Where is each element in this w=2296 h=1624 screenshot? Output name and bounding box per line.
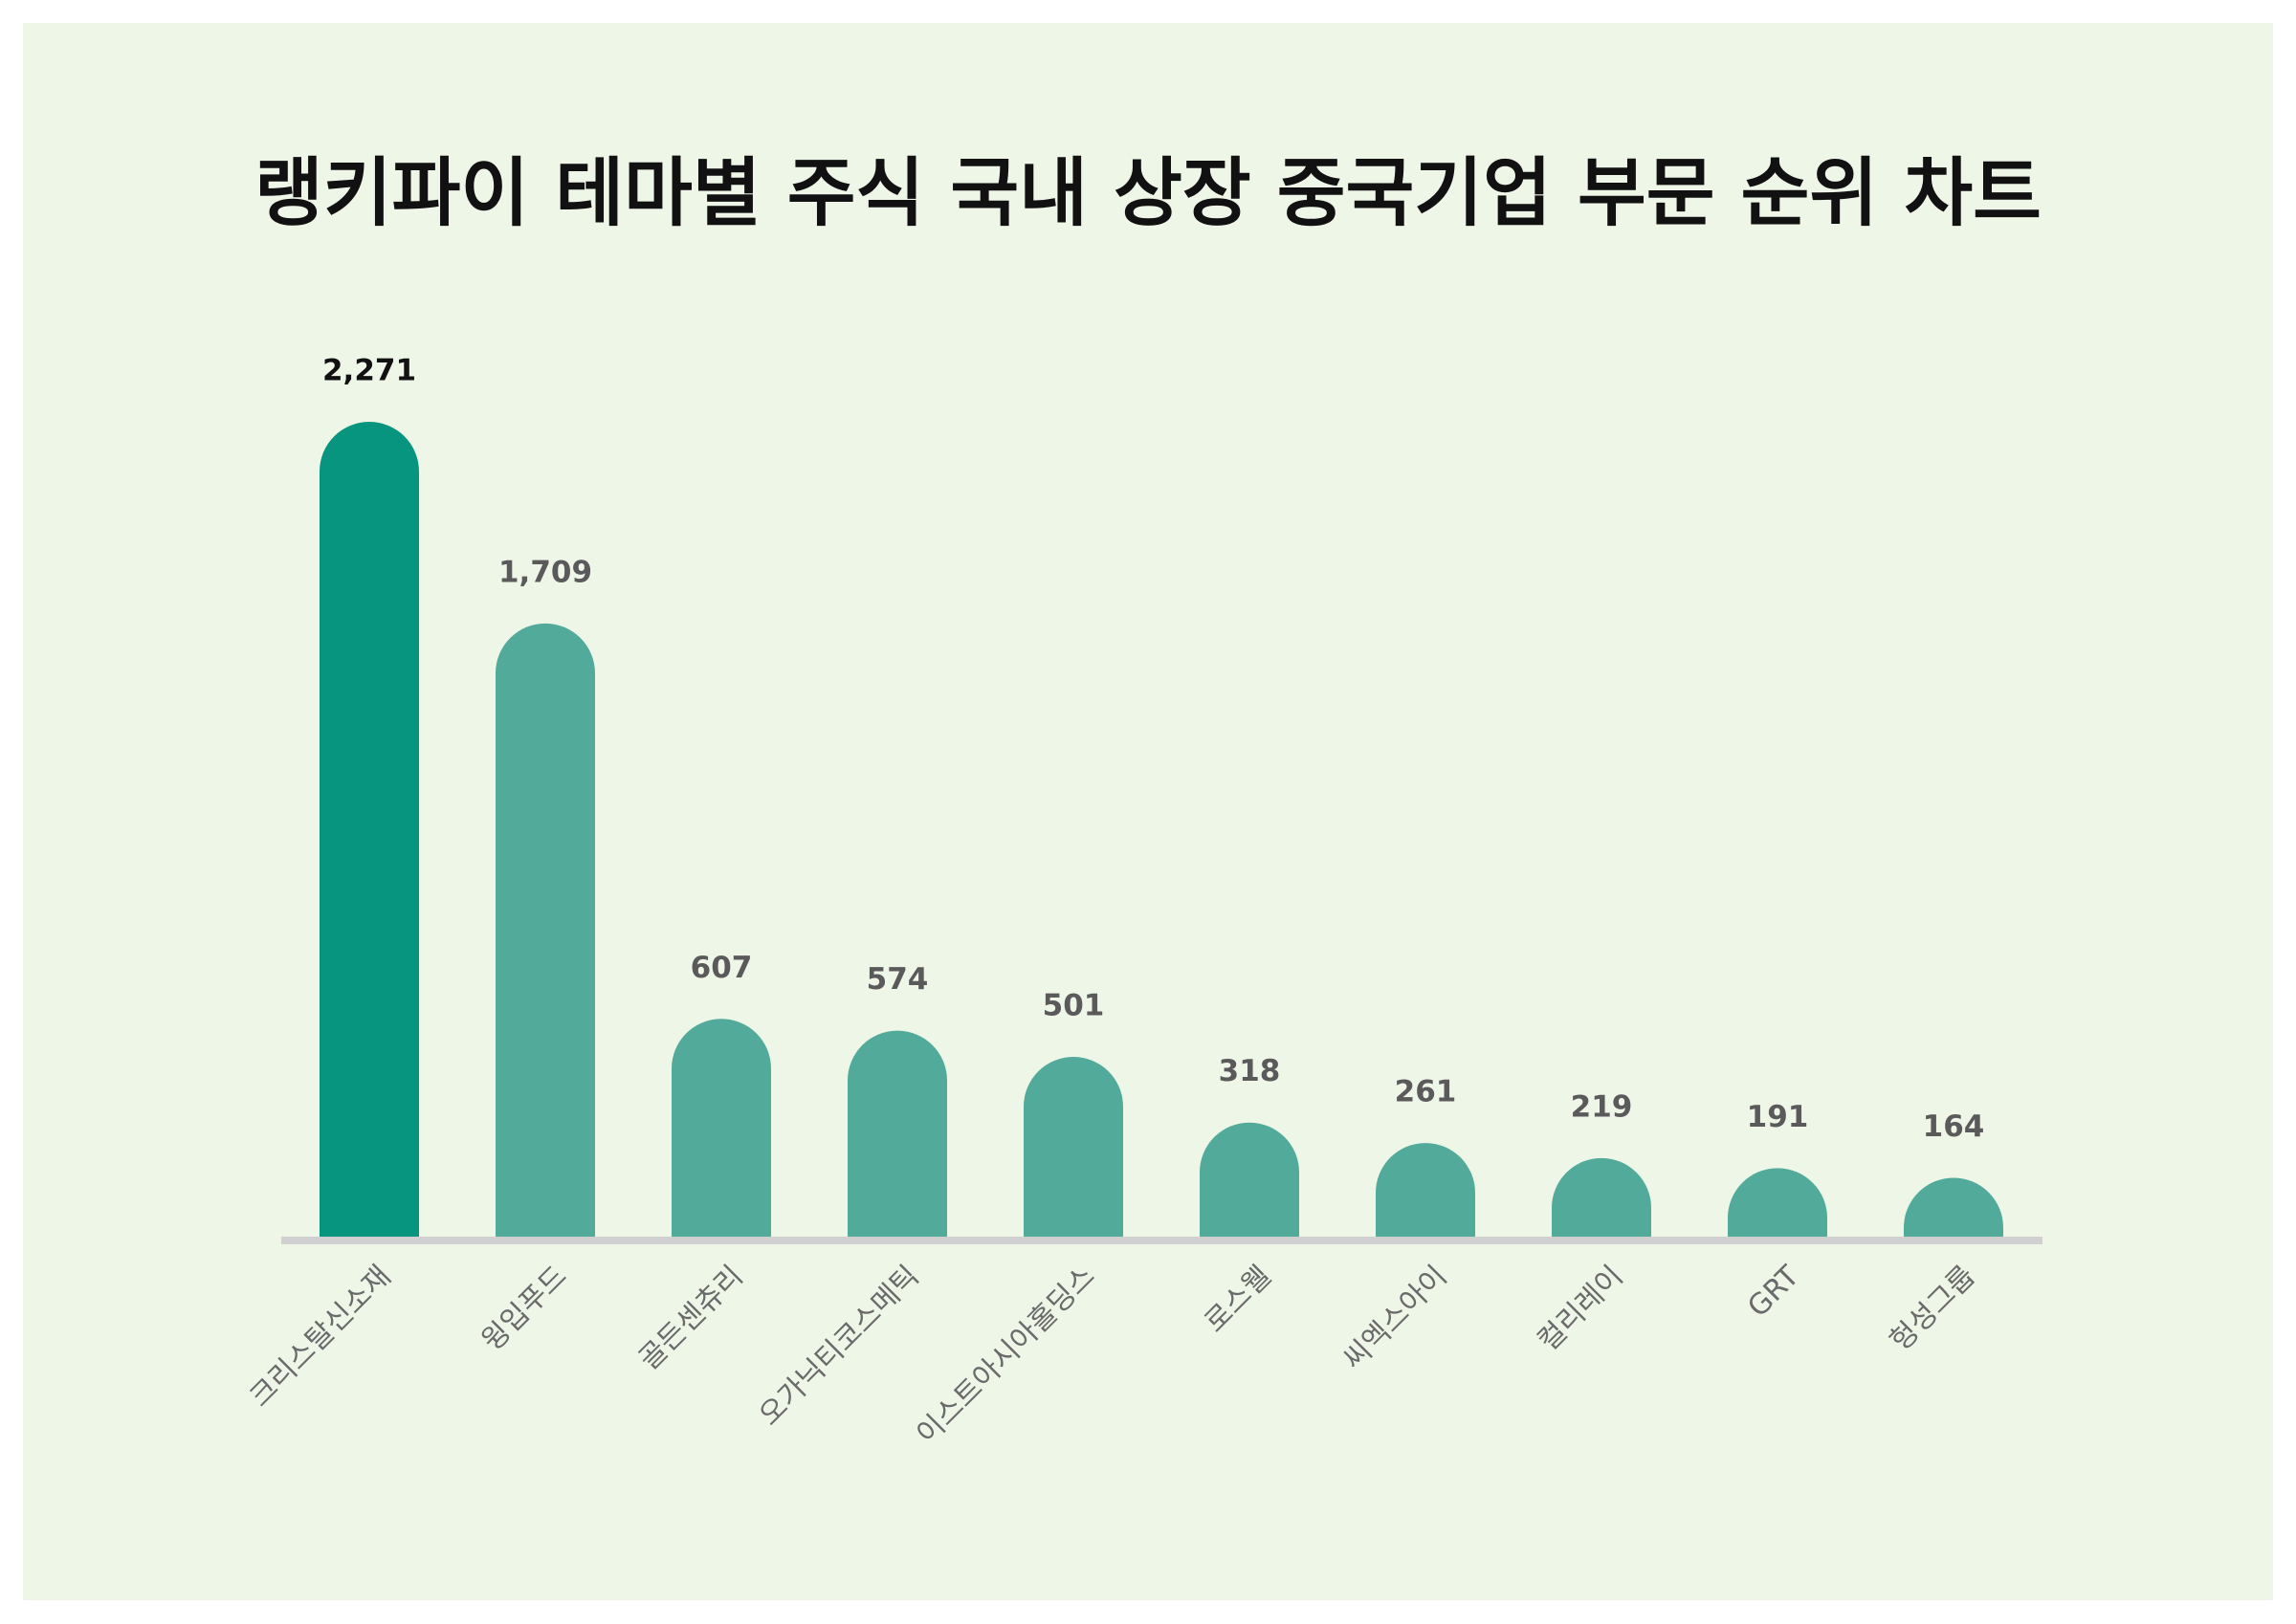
value-label: 2,271 [322,354,416,388]
bar [1728,1168,1827,1237]
bar [320,422,419,1237]
bar [1552,1157,1651,1237]
value-label: 219 [1571,1089,1633,1124]
bar [496,623,595,1237]
bar [1904,1177,2003,1237]
bar [1376,1143,1475,1237]
value-label: 164 [1923,1109,1985,1144]
value-label: 1,709 [498,555,592,589]
value-label: 574 [867,962,929,997]
bar [1024,1057,1123,1237]
bar [1200,1122,1299,1237]
bar [672,1019,771,1237]
value-label: 318 [1219,1054,1281,1088]
value-label: 607 [691,951,753,985]
value-label: 501 [1043,989,1105,1023]
chart-title: 랭키파이 테마별 주식 국내 상장 중국기업 부문 순위 차트 [254,150,2042,236]
value-label: 261 [1395,1075,1457,1109]
bar [848,1030,947,1237]
value-label: 191 [1747,1100,1809,1134]
